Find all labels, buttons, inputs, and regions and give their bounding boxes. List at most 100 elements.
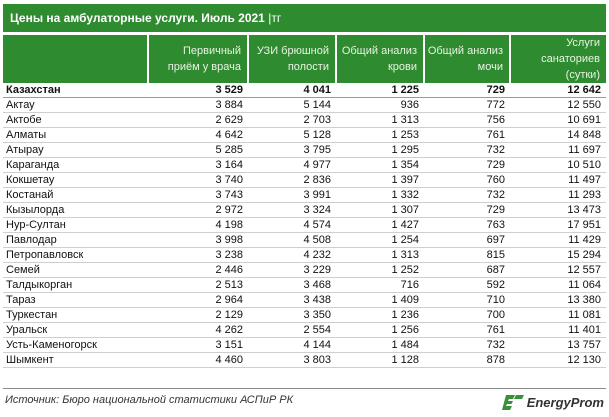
table-title: Цены на амбулаторные услуги. Июль 2021 |… bbox=[3, 4, 606, 32]
table-cell: 1 427 bbox=[336, 217, 424, 233]
logo-text: EnergyProm bbox=[526, 394, 604, 410]
table-cell: 11 497 bbox=[510, 172, 606, 188]
column-header-blood-test: Общий анализ крови bbox=[335, 35, 424, 83]
table-cell: 760 bbox=[424, 172, 510, 188]
table-cell: Уральск bbox=[3, 322, 148, 338]
table-cell: 14 848 bbox=[510, 127, 606, 143]
table-cell: 13 757 bbox=[510, 337, 606, 353]
table-cell: 1 254 bbox=[336, 232, 424, 248]
table-cell: 12 130 bbox=[510, 352, 606, 368]
table-cell: 1 313 bbox=[336, 247, 424, 263]
table-cell: 1 225 bbox=[336, 83, 424, 98]
table-cell: Усть-Каменогорск bbox=[3, 337, 148, 353]
table-cell: 716 bbox=[336, 277, 424, 293]
table-cell: 13 380 bbox=[510, 292, 606, 308]
table-cell: Алматы bbox=[3, 127, 148, 143]
table-cell: 1 397 bbox=[336, 172, 424, 188]
table-cell: 732 bbox=[424, 142, 510, 158]
table-cell: 1 253 bbox=[336, 127, 424, 143]
table-cell: 10 510 bbox=[510, 157, 606, 173]
table-cell: Караганда bbox=[3, 157, 148, 173]
table-cell: 4 574 bbox=[248, 217, 336, 233]
energyprom-logo: EnergyProm bbox=[501, 392, 604, 412]
table-cell: 1 484 bbox=[336, 337, 424, 353]
table-cell: 3 740 bbox=[148, 172, 248, 188]
table-cell: 1 256 bbox=[336, 322, 424, 338]
footer: Источник: Бюро национальной статистики А… bbox=[3, 388, 606, 413]
table-cell: 3 151 bbox=[148, 337, 248, 353]
table-cell: 1 307 bbox=[336, 202, 424, 218]
table-cell: 710 bbox=[424, 292, 510, 308]
energyprom-logo-icon bbox=[501, 393, 524, 411]
table-cell: 4 232 bbox=[248, 247, 336, 263]
table-cell: Талдыкорган bbox=[3, 277, 148, 293]
table-cell: Кызылорда bbox=[3, 202, 148, 218]
table-row: Актобе 2 629 2 703 1 313 756 10 691 bbox=[3, 112, 606, 128]
table-cell: Костанай bbox=[3, 187, 148, 203]
table-cell: 4 642 bbox=[148, 127, 248, 143]
table-cell: Семей bbox=[3, 262, 148, 278]
table-cell: 1 236 bbox=[336, 307, 424, 323]
table-cell: Кокшетау bbox=[3, 172, 148, 188]
table-row: Кокшетау 3 740 2 836 1 397 760 11 497 bbox=[3, 172, 606, 188]
table-row: Талдыкорган 2 513 3 468 716 592 11 064 bbox=[3, 277, 606, 293]
table-cell: 1 128 bbox=[336, 352, 424, 368]
table-header-row: Первичный приём у врача УЗИ брюшной поло… bbox=[3, 35, 606, 83]
table-row: Усть-Каменогорск 3 151 4 144 1 484 732 13 757 bbox=[3, 337, 606, 353]
table-cell: 3 324 bbox=[248, 202, 336, 218]
table-cell: 11 429 bbox=[510, 232, 606, 248]
table-cell: Петропавловск bbox=[3, 247, 148, 263]
table-cell: 12 557 bbox=[510, 262, 606, 278]
table-cell: 5 144 bbox=[248, 97, 336, 113]
table-cell: 4 198 bbox=[148, 217, 248, 233]
table-cell: 3 998 bbox=[148, 232, 248, 248]
table-cell: 1 313 bbox=[336, 112, 424, 128]
table-cell: 2 836 bbox=[248, 172, 336, 188]
table-cell: 878 bbox=[424, 352, 510, 368]
column-header-urine-test: Общий анализ мочи bbox=[423, 35, 510, 83]
table-cell: Актау bbox=[3, 97, 148, 113]
table-row: Туркестан 2 129 3 350 1 236 700 11 081 bbox=[3, 307, 606, 323]
table-cell: 2 554 bbox=[248, 322, 336, 338]
prices-table: Первичный приём у врача УЗИ брюшной поло… bbox=[3, 35, 606, 368]
table-cell: 15 294 bbox=[510, 247, 606, 263]
column-header-doctor-visit: Первичный приём у врача bbox=[147, 35, 248, 83]
table-cell: 3 743 bbox=[148, 187, 248, 203]
table-cell: 4 460 bbox=[148, 352, 248, 368]
table-cell: 761 bbox=[424, 127, 510, 143]
table-cell: 2 703 bbox=[248, 112, 336, 128]
table-cell: 5 128 bbox=[248, 127, 336, 143]
table-cell: 4 041 bbox=[248, 83, 336, 98]
table-cell: 772 bbox=[424, 97, 510, 113]
table-cell: 2 964 bbox=[148, 292, 248, 308]
table-cell: Актобе bbox=[3, 112, 148, 128]
table-cell: 3 884 bbox=[148, 97, 248, 113]
table-row: Караганда 3 164 4 977 1 354 729 10 510 bbox=[3, 157, 606, 173]
table-cell: Атырау bbox=[3, 142, 148, 158]
title-unit: |тг bbox=[268, 11, 282, 25]
table-cell: 12 642 bbox=[510, 83, 606, 98]
table-cell: 4 144 bbox=[248, 337, 336, 353]
table-row: Кызылорда 2 972 3 324 1 307 729 13 473 bbox=[3, 202, 606, 218]
table-cell: 13 473 bbox=[510, 202, 606, 218]
table-cell: 4 977 bbox=[248, 157, 336, 173]
table-row: Атырау 5 285 3 795 1 295 732 11 697 bbox=[3, 142, 606, 158]
table-cell: 756 bbox=[424, 112, 510, 128]
table-cell: Шымкент bbox=[3, 352, 148, 368]
table-cell: 4 508 bbox=[248, 232, 336, 248]
table-row: Павлодар 3 998 4 508 1 254 697 11 429 bbox=[3, 232, 606, 248]
column-header-region bbox=[3, 35, 148, 83]
table-cell: 17 951 bbox=[510, 217, 606, 233]
table-row: Уральск 4 262 2 554 1 256 761 11 401 bbox=[3, 322, 606, 338]
table-row: Актау 3 884 5 144 936 772 12 550 bbox=[3, 97, 606, 113]
table-cell: 729 bbox=[424, 83, 510, 98]
table-cell: 3 164 bbox=[148, 157, 248, 173]
table-cell: 2 629 bbox=[148, 112, 248, 128]
table-cell: 3 438 bbox=[248, 292, 336, 308]
source-note: Источник: Бюро национальной статистики А… bbox=[5, 394, 294, 406]
table-cell: Нур-Султан bbox=[3, 217, 148, 233]
table-cell: 729 bbox=[424, 157, 510, 173]
table-row: Тараз 2 964 3 438 1 409 710 13 380 bbox=[3, 292, 606, 308]
table-cell: Казахстан bbox=[3, 83, 148, 98]
table-cell: 732 bbox=[424, 187, 510, 203]
